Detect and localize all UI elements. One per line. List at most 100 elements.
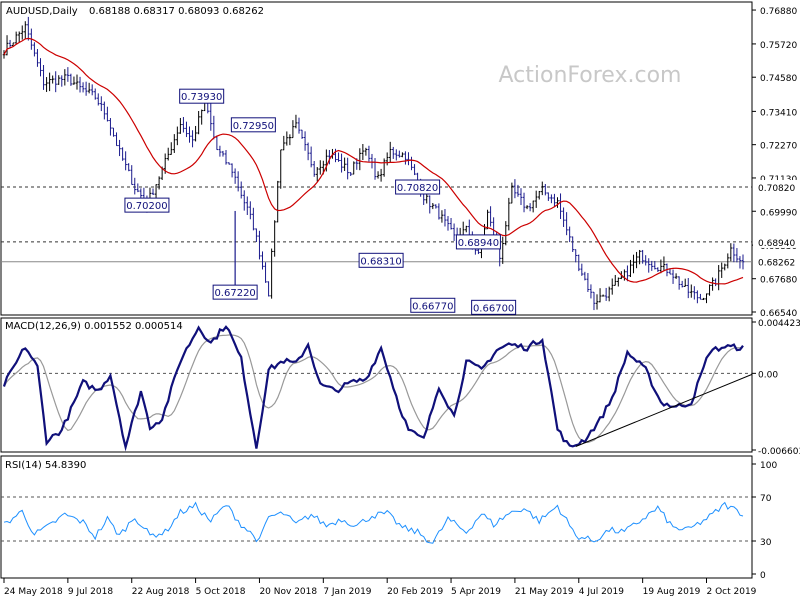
macd-tick-label: -0.006603 xyxy=(758,447,800,457)
candle xyxy=(504,221,508,246)
candle xyxy=(197,110,200,135)
candle xyxy=(276,180,280,223)
x-tick-label: 20 Nov 2018 xyxy=(259,587,317,597)
level-label-0.66770: 0.66770 xyxy=(410,297,456,313)
candle xyxy=(151,188,155,195)
candle xyxy=(528,203,532,212)
x-tick-label: 9 Jul 2018 xyxy=(68,587,113,597)
candle xyxy=(72,76,76,85)
ohlc-label: 0.68188 0.68317 0.68093 0.68262 xyxy=(89,6,264,17)
candle xyxy=(328,149,331,165)
candle xyxy=(36,49,39,67)
candle xyxy=(93,88,97,100)
macd-tick-label: 0.00 xyxy=(758,370,778,380)
candle xyxy=(404,151,407,165)
candle xyxy=(191,130,194,148)
x-tick-label: 5 Apr 2019 xyxy=(451,587,501,597)
x-tick-label: 2 Oct 2019 xyxy=(707,587,757,597)
candle xyxy=(650,260,654,271)
level-label-0.68940: 0.68940 xyxy=(455,234,501,250)
candle xyxy=(607,286,611,302)
candle xyxy=(437,203,441,220)
candle xyxy=(741,254,745,270)
candle xyxy=(699,293,702,300)
candle xyxy=(5,35,9,56)
candle xyxy=(586,273,590,293)
candle xyxy=(279,149,283,189)
candle xyxy=(182,117,185,133)
level-label-0.70200: 0.70200 xyxy=(124,197,170,213)
candle xyxy=(613,274,617,286)
candle xyxy=(647,258,651,273)
price-layer: 0.73930 0.72950 0.70200 0.67220 0.68310 0.708… xyxy=(1,16,752,315)
candle xyxy=(258,230,261,260)
candle xyxy=(610,278,614,295)
price-tag-0.68262: 0.68262 xyxy=(758,259,795,269)
candle xyxy=(632,254,635,274)
price-tick-label: 0.73410 xyxy=(760,108,797,118)
candle xyxy=(674,273,678,279)
candle xyxy=(343,157,346,171)
candle xyxy=(57,75,61,85)
candle xyxy=(261,251,264,270)
candle xyxy=(507,197,511,231)
candle xyxy=(358,148,362,171)
candle xyxy=(580,263,584,276)
candle xyxy=(349,172,352,176)
candle xyxy=(103,101,106,120)
candle xyxy=(221,150,225,157)
candle xyxy=(121,147,124,161)
axis-layer: 0.76880 0.75720 0.74580 0.73410 0.72270 0.711… xyxy=(3,7,800,597)
candle xyxy=(11,42,15,47)
candle xyxy=(185,121,188,138)
candle xyxy=(540,181,544,196)
candle xyxy=(550,194,553,204)
level-label-0.66700: 0.66700 xyxy=(471,299,517,315)
candle xyxy=(516,184,520,197)
candle xyxy=(100,96,103,112)
candle xyxy=(732,243,736,263)
candle xyxy=(449,217,453,230)
candle xyxy=(300,129,304,139)
candle xyxy=(510,182,514,204)
level-label-0.70820: 0.70820 xyxy=(395,179,441,195)
candle xyxy=(677,276,681,290)
level-label-0.67220: 0.67220 xyxy=(212,284,258,300)
svg-text:0.66700: 0.66700 xyxy=(473,303,514,314)
candle xyxy=(425,192,429,204)
candle xyxy=(297,117,301,134)
candle xyxy=(45,77,48,92)
candle xyxy=(434,204,438,209)
price-tag-0.68940: 0.68940 xyxy=(758,239,795,249)
candle xyxy=(568,226,571,243)
candle xyxy=(315,166,319,182)
candle xyxy=(173,134,176,153)
candle xyxy=(318,160,322,175)
candle xyxy=(534,190,538,208)
price-tick-label: 0.66540 xyxy=(760,309,797,319)
candle xyxy=(288,134,292,146)
candle xyxy=(395,149,398,161)
candle xyxy=(638,249,641,265)
candle xyxy=(218,145,222,157)
candle xyxy=(20,25,24,40)
candle xyxy=(42,65,45,90)
candle xyxy=(696,290,699,304)
candle xyxy=(112,127,115,137)
candle xyxy=(352,161,356,175)
candle xyxy=(635,251,638,269)
candle xyxy=(708,284,711,296)
candle xyxy=(66,67,70,82)
price-tick-label: 0.67680 xyxy=(760,276,797,286)
candle xyxy=(726,253,730,269)
candle xyxy=(361,143,365,161)
candle xyxy=(662,256,666,271)
candle xyxy=(683,278,687,287)
rsi-tick-label: 0 xyxy=(760,571,766,581)
candle xyxy=(255,228,258,243)
candle xyxy=(738,256,742,269)
candle xyxy=(273,220,276,257)
candle xyxy=(249,201,252,220)
rsi-title: RSI(14) 54.8390 xyxy=(5,460,86,471)
